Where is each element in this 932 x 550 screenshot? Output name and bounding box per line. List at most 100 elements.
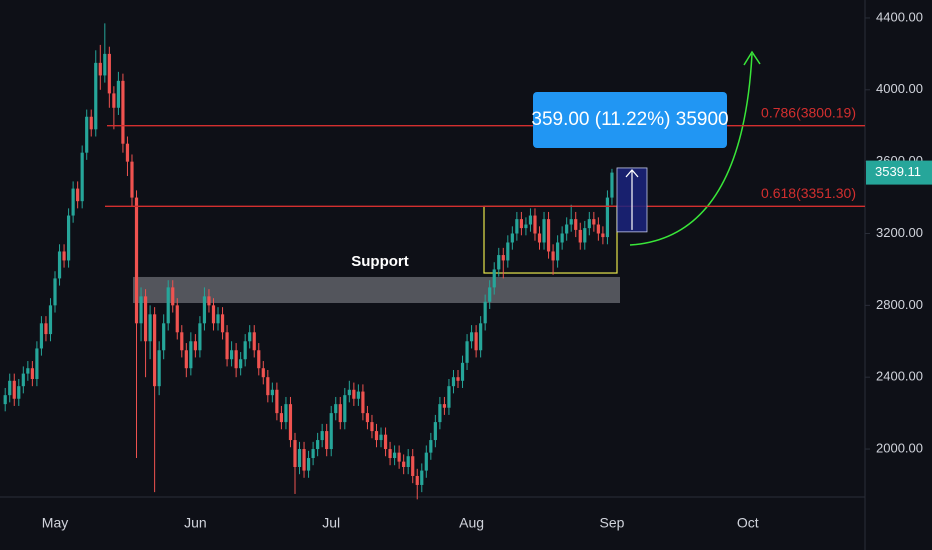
candle-body: [311, 449, 315, 459]
candle-body: [180, 332, 184, 351]
candle-body: [365, 413, 370, 423]
candle-body: [451, 377, 456, 387]
candle-body: [474, 332, 478, 351]
candle-body: [565, 224, 569, 234]
candle-body: [35, 348, 39, 379]
last-price-tag: [866, 160, 932, 185]
measure-arrow-head: [625, 169, 639, 178]
candle-body: [71, 188, 75, 216]
candle-body: [424, 452, 428, 471]
candle-body: [352, 389, 356, 399]
candle-body: [8, 380, 12, 396]
candle-body: [456, 377, 460, 381]
candle-body: [542, 219, 546, 243]
candle-body: [492, 269, 496, 288]
candle-body: [465, 341, 469, 363]
candle-body: [546, 219, 551, 252]
candle-body: [497, 255, 501, 270]
candle-body: [66, 215, 71, 261]
candle-body: [479, 323, 483, 351]
candle-body: [44, 323, 48, 335]
candle-body: [537, 233, 542, 243]
candle-body: [184, 350, 188, 369]
candle-body: [288, 404, 293, 441]
candle-body: [447, 386, 451, 408]
candle-body: [406, 456, 410, 468]
candle-body: [302, 449, 306, 471]
candle-body: [420, 470, 424, 485]
candle-body: [261, 368, 265, 378]
candle-body: [85, 116, 89, 153]
candle-body: [125, 143, 130, 162]
candle-body: [116, 80, 120, 108]
x-tick-label: Aug: [459, 515, 484, 531]
candle-body: [243, 341, 247, 360]
candle-body: [279, 413, 284, 423]
candle-body: [239, 359, 243, 369]
candle-body: [76, 188, 80, 202]
candle-body: [62, 251, 66, 261]
candle-body: [528, 215, 533, 225]
measure-label: 359.00 (11.22%) 35900: [531, 109, 728, 130]
candle-body: [438, 404, 442, 423]
candle-body: [379, 434, 383, 441]
candle-body: [134, 197, 139, 324]
x-tick-label: May: [42, 515, 68, 531]
candle-body: [143, 296, 148, 342]
x-tick-label: Oct: [737, 515, 759, 531]
candle-body: [442, 404, 447, 408]
support-zone: [133, 276, 620, 304]
candle-body: [361, 391, 365, 414]
candle-body: [374, 431, 379, 441]
candle-body: [30, 368, 34, 379]
candle-body: [248, 332, 252, 342]
candle-body: [578, 229, 582, 243]
candle-body: [587, 219, 591, 229]
candle-body: [347, 389, 351, 396]
candle-body: [80, 152, 84, 202]
candle-body: [284, 404, 288, 423]
x-tick-label: Sep: [599, 515, 624, 531]
candle-body: [524, 224, 528, 229]
candle-body: [225, 332, 229, 360]
plot-area: [3, 23, 620, 500]
candle-body: [12, 380, 16, 399]
candle-body: [506, 242, 510, 261]
candle-body: [592, 219, 596, 225]
candle-body: [297, 449, 302, 468]
candle-body: [266, 377, 270, 396]
candle-body: [519, 219, 523, 229]
candle-body: [483, 301, 487, 324]
y-tick-label: 2800.00: [876, 297, 923, 312]
candle-body: [89, 116, 93, 130]
last-price-label: 3539.11: [875, 164, 921, 179]
candle-body: [569, 219, 573, 225]
candle-body: [98, 62, 102, 76]
candle-body: [112, 93, 116, 108]
candle-body: [293, 440, 297, 468]
candle-body: [166, 287, 170, 324]
candle-body: [26, 368, 30, 374]
candle-body: [198, 323, 202, 351]
candle-body: [216, 314, 220, 324]
candle-body: [397, 452, 401, 462]
candle-body: [175, 305, 179, 333]
candle-body: [393, 452, 397, 459]
candle-body: [57, 251, 62, 279]
candle-body: [533, 215, 537, 234]
candle-body: [596, 224, 600, 234]
candle-body: [202, 296, 207, 324]
candle-body: [157, 350, 161, 387]
candle-body: [53, 278, 57, 306]
candle-body: [270, 389, 274, 396]
candle-body: [501, 255, 505, 261]
candle-body: [488, 287, 492, 302]
candle-body: [130, 161, 134, 198]
measure-callout: [533, 92, 727, 148]
candle-body: [220, 314, 225, 333]
candle-body: [193, 341, 197, 351]
candle-body: [148, 314, 152, 342]
candle-body: [515, 219, 519, 234]
